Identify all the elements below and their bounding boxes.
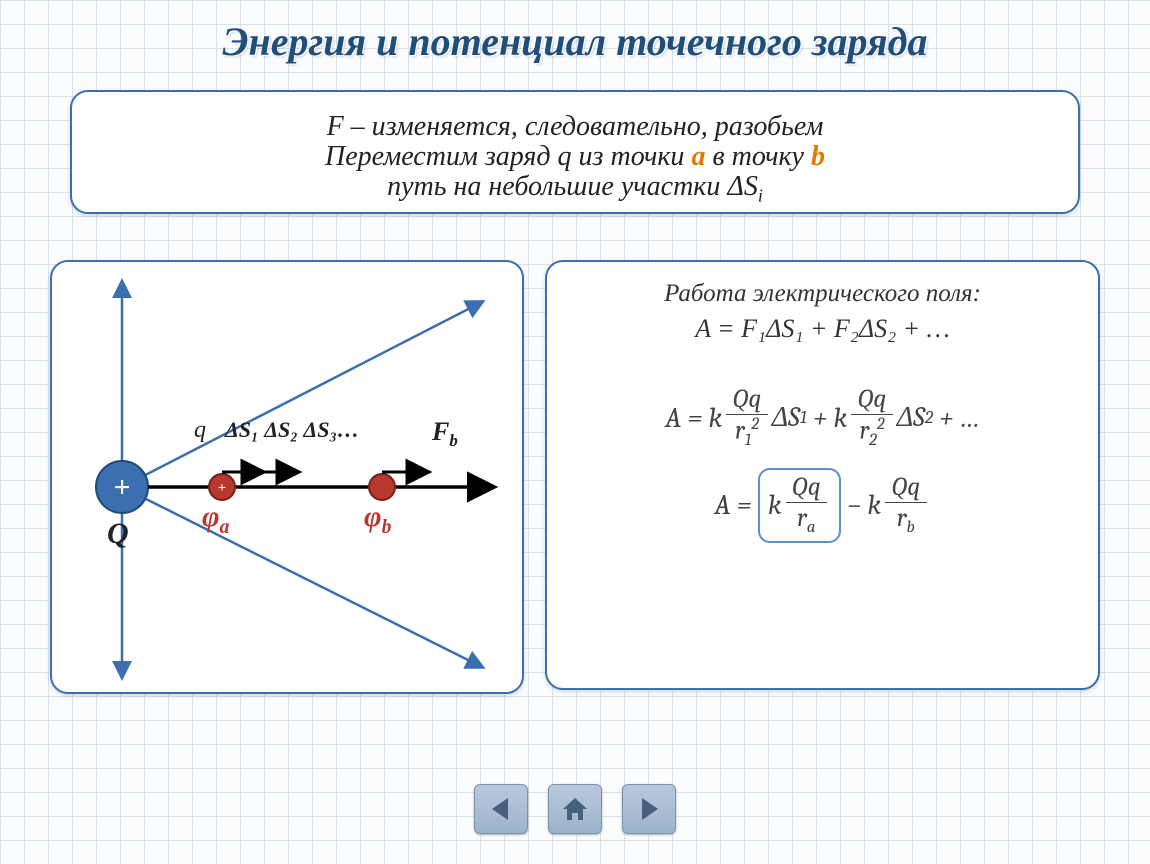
work-heading: Работа электрического поля:: [567, 280, 1078, 308]
slide-canvas: Энергия и потенциал точечного заряда F –…: [0, 0, 1150, 864]
formula-expanded: A = k Qq r12 ΔS1 + k Qq r22 ΔS2 + …: [567, 386, 1078, 450]
svg-text:+: +: [218, 481, 226, 496]
label-Fb: Fb: [432, 417, 458, 451]
intro-line-1: F – изменяется, следовательно, разобьем: [72, 110, 1078, 144]
intro-panel: F – изменяется, следовательно, разобьем …: [70, 90, 1080, 214]
label-phi-b: φb: [364, 500, 391, 539]
label-ds-seq: ΔS₁ ΔS₂ ΔS₃…: [225, 417, 359, 443]
formula-result: A = k Qq ra − k Qq rb: [567, 468, 1078, 543]
triangle-left-icon: [488, 796, 514, 822]
math-panel: Работа электрического поля: A = F₁ΔS₁ + …: [545, 260, 1100, 690]
intro-line-3: путь на небольшие участки ΔSi: [72, 170, 1078, 207]
prev-button[interactable]: [474, 784, 528, 834]
label-phi-a: φa: [202, 500, 229, 539]
home-icon: [560, 795, 590, 823]
slide-title: Энергия и потенциал точечного заряда: [0, 18, 1150, 65]
label-Q: Q: [107, 517, 129, 551]
home-button[interactable]: [548, 784, 602, 834]
intro-line-2: Переместим заряд q из точки a в точку b: [72, 140, 1078, 174]
nav-bar: [0, 784, 1150, 834]
svg-text:+: +: [113, 471, 130, 504]
boxed-term: k Qq ra: [758, 468, 841, 543]
work-sum: A = F₁ΔS₁ + F₂ΔS₂ + …: [567, 314, 1078, 344]
diagram-panel: + + Q q ΔS₁ ΔS₂ ΔS₃… Fb φa φb: [50, 260, 524, 694]
label-q: q: [194, 417, 206, 444]
next-button[interactable]: [622, 784, 676, 834]
triangle-right-icon: [636, 796, 662, 822]
field-diagram: + +: [52, 262, 522, 692]
